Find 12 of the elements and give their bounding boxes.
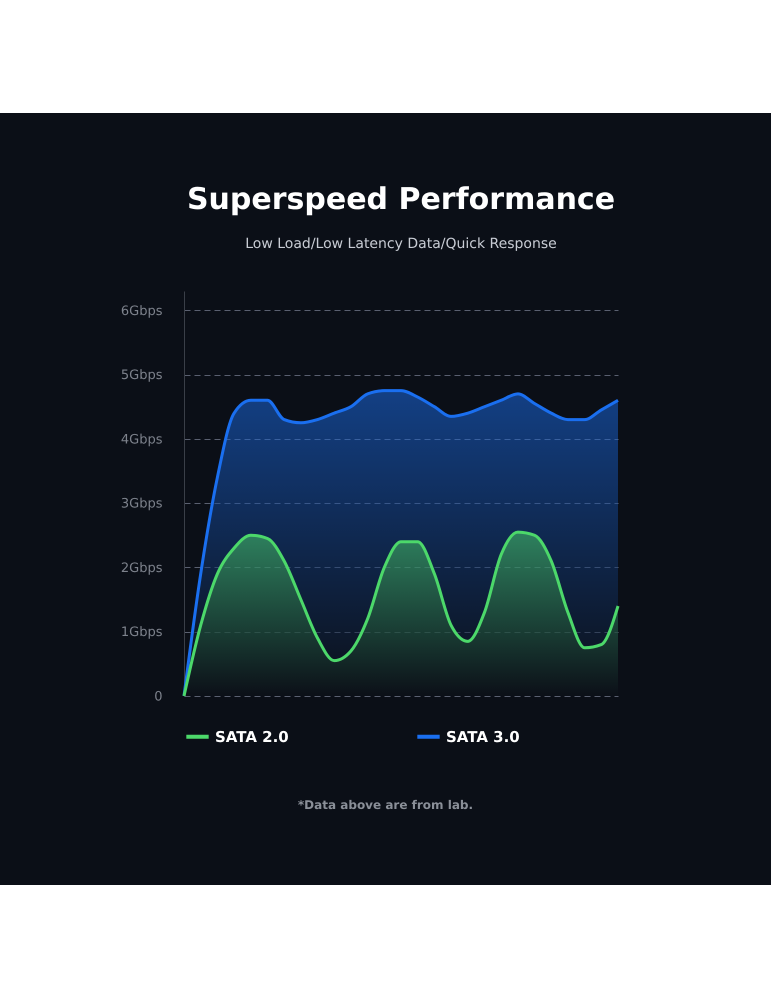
legend-label: SATA 3.0 (446, 728, 520, 746)
y-tick-label: 6Gbps (120, 304, 163, 319)
text: *Data above are from lab. (296, 798, 474, 812)
y-tick-label: 0 (154, 690, 162, 704)
y-tick-label: 3Gbps (120, 496, 163, 512)
legend-label: SATA 2.0 (215, 728, 289, 746)
y-tick-label: 2Gbps (120, 560, 163, 576)
y-tick-label: 5Gbps (120, 368, 163, 384)
chart-subtitle: Low Load/Low Latency Data/Quick Response (245, 236, 557, 252)
chart-title: Superspeed Performance (186, 182, 616, 217)
y-tick-label: 1Gbps (120, 625, 163, 640)
y-tick-label: 4Gbps (120, 432, 163, 448)
